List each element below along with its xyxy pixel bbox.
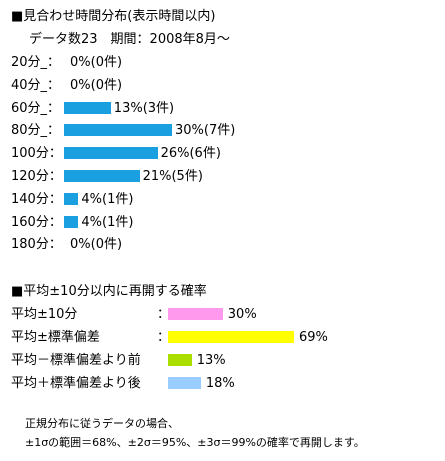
distribution-value-label: 26%(6件) <box>160 146 221 162</box>
distribution-bar <box>64 124 172 137</box>
distribution-title: ■見合わせ時間分布(表示時間以内) <box>11 9 216 24</box>
distribution-value-label: 4%(1件) <box>81 191 134 207</box>
probability-separator: ： <box>157 307 171 322</box>
distribution-bar <box>64 101 111 114</box>
probability-category-label: 平均＋標準偏差より後 <box>11 376 141 391</box>
footnote-line-2: ±1σの範囲＝68%、±2σ＝95%、±3σ＝99%の確率で再開します。 <box>25 436 365 449</box>
probability-value-label: 30% <box>227 307 257 322</box>
distribution-value-label: 21%(5件) <box>142 169 203 184</box>
distribution-category-label: 180分： <box>11 237 62 253</box>
distribution-bar <box>64 170 140 182</box>
probability-bar <box>168 377 201 389</box>
footnote-line-1: 正規分布に従うデータの場合、 <box>25 417 179 430</box>
distribution-value-label: 0%(0件) <box>70 77 123 93</box>
probability-bar <box>168 308 223 320</box>
distribution-category-label: 20分_： <box>11 55 61 70</box>
probability-category-label: 平均±10分 <box>11 307 78 322</box>
probability-bar <box>168 354 192 366</box>
distribution-value-label: 0%(0件) <box>70 55 123 70</box>
probability-value-label: 18% <box>205 376 235 391</box>
distribution-bar <box>64 147 158 160</box>
distribution-category-label: 160分： <box>11 214 62 230</box>
probability-value-label: 69% <box>299 330 328 345</box>
distribution-category-label: 60分_： <box>11 100 61 116</box>
distribution-value-label: 13%(3件) <box>113 100 175 116</box>
probability-chart: 平均±10分 ： 30% 平均±標準偏差 ： 69% 平均－標準偏差より前 13% 平均＋標準偏… <box>11 307 328 391</box>
distribution-category-label: 140分： <box>11 191 62 207</box>
probability-bar <box>168 331 294 343</box>
distribution-value-label: 0%(0件) <box>70 237 123 253</box>
distribution-chart: 20分_： 0%(0件) 40分_： 0%(0件) 60分_： 13%(3件) 80分_： 3… <box>11 55 236 253</box>
probability-separator: ： <box>157 330 171 345</box>
probability-category-label: 平均±標準偏差 <box>11 330 100 345</box>
distribution-category-label: 80分_： <box>11 123 61 139</box>
distribution-bar <box>64 192 79 205</box>
probability-category-label: 平均－標準偏差より前 <box>11 353 141 368</box>
distribution-meta: データ数23 期間：2008年8月～ <box>29 32 230 47</box>
probability-value-label: 13% <box>196 353 226 368</box>
distribution-category-label: 100分： <box>11 146 62 162</box>
distribution-category-label: 120分： <box>11 169 62 184</box>
distribution-category-label: 40分_： <box>11 77 61 93</box>
distribution-bar <box>64 215 79 228</box>
distribution-value-label: 30%(7件) <box>175 123 236 139</box>
distribution-value-label: 4%(1件) <box>81 214 134 230</box>
probability-title: ■平均±10分以内に再開する確率 <box>11 284 207 299</box>
